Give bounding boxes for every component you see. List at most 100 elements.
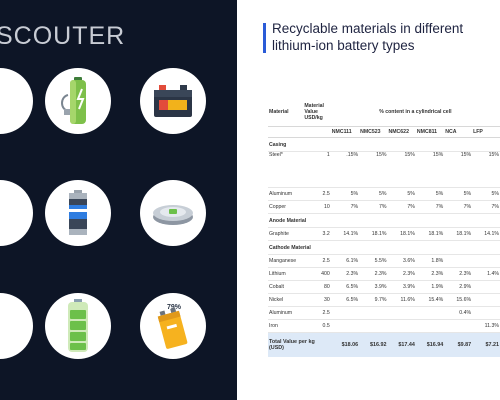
percent-cell bbox=[330, 319, 360, 333]
material-value: 2.5 bbox=[303, 306, 331, 320]
chem-header: NMC622 bbox=[387, 126, 416, 138]
title-accent-bar bbox=[263, 23, 266, 53]
partial-circle-icon bbox=[0, 180, 33, 246]
material-label: Copper bbox=[268, 200, 304, 214]
percent-cell bbox=[472, 280, 500, 294]
percent-cell bbox=[472, 254, 500, 268]
percent-cell bbox=[472, 306, 500, 320]
material-label: Lithium bbox=[268, 267, 304, 281]
material-value: 2.5 bbox=[303, 254, 331, 268]
percent-cell bbox=[330, 306, 360, 320]
percent-cell: 2.3% bbox=[330, 267, 360, 281]
section-row: Casing bbox=[268, 137, 500, 152]
table-row: Iron 0.5 11.3% bbox=[268, 319, 500, 333]
percent-cell: 1.9% bbox=[415, 280, 445, 294]
material-label: Aluminum bbox=[268, 187, 304, 201]
percent-cell: 7% bbox=[472, 200, 500, 214]
percent-cell: 5% bbox=[415, 187, 445, 201]
left-panel: SCOUTER bbox=[0, 0, 237, 400]
chem-header: NMC523 bbox=[359, 126, 388, 138]
material-value: 80 bbox=[303, 280, 331, 294]
material-value: 1 bbox=[303, 151, 331, 188]
percent-cell: 5% bbox=[444, 187, 473, 201]
table-row: Copper 10 7% 7% 7% 7% 7% 7% bbox=[268, 200, 500, 214]
percent-cell: 7% bbox=[387, 200, 416, 214]
percent-cell: 6.5% bbox=[330, 293, 360, 307]
material-value: 0.5 bbox=[303, 319, 331, 333]
percent-cell: 15% bbox=[472, 151, 500, 188]
section-label: Casing bbox=[268, 137, 500, 152]
percent-cell: 2.3% bbox=[387, 267, 416, 281]
percent-cell bbox=[359, 319, 388, 333]
percent-cell: 7% bbox=[359, 200, 388, 214]
percent-cell: 6.1% bbox=[330, 254, 360, 268]
materials-table: Material Material Value USD/kg % content… bbox=[268, 98, 500, 357]
percent-cell: 2.9% bbox=[444, 280, 473, 294]
percent-cell: 9.7% bbox=[359, 293, 388, 307]
material-label: Manganese bbox=[268, 254, 304, 268]
percent-cell: 5.5% bbox=[359, 254, 388, 268]
article-title: Recyclable materials in different lithiu… bbox=[272, 21, 464, 53]
material-value: 400 bbox=[303, 267, 331, 281]
section-row: Anode Material bbox=[268, 213, 500, 228]
coin-cell-icon bbox=[140, 180, 206, 246]
percent-cell: 18.1% bbox=[387, 227, 416, 241]
total-cell: $9.87 bbox=[444, 332, 473, 357]
percent-cell: 2.3% bbox=[444, 267, 473, 281]
percent-cell: 15% bbox=[415, 151, 445, 188]
percent-cell: 2.3% bbox=[359, 267, 388, 281]
total-row: Total Value per kg (USD) $18.06 $16.92 $17.… bbox=[268, 332, 500, 357]
percent-cell: 5% bbox=[330, 187, 360, 201]
article-panel: Recyclable materials in different lithiu… bbox=[237, 0, 500, 400]
table-row: Aluminum 2.5 5% 5% 5% 5% 5% 5% bbox=[268, 187, 500, 201]
percent-cell: 11.6% bbox=[387, 293, 416, 307]
battery-plug-icon bbox=[45, 68, 111, 134]
percent-cell: 3.6% bbox=[387, 254, 416, 268]
chem-header: NCA bbox=[444, 126, 473, 138]
percent-cell: 15.6% bbox=[444, 293, 473, 307]
material-label: Cobalt bbox=[268, 280, 304, 294]
section-row: Cathode Material bbox=[268, 240, 500, 255]
percent-cell: 18.1% bbox=[359, 227, 388, 241]
table-row: Cobalt 80 6.5% 3.9% 3.9% 1.9% 2.9% bbox=[268, 280, 500, 294]
chem-header: NMC811 bbox=[415, 126, 445, 138]
table-row: Graphite 3.2 14.1% 18.1% 18.1% 18.1% 18.1% 14.1… bbox=[268, 227, 500, 241]
material-value: 2.5 bbox=[303, 187, 331, 201]
percent-cell: 7% bbox=[415, 200, 445, 214]
cylindrical-cell-icon bbox=[45, 180, 111, 246]
percent-cell: 5% bbox=[359, 187, 388, 201]
total-cell: $16.92 bbox=[359, 332, 388, 357]
svg-text:79%: 79% bbox=[167, 304, 182, 311]
material-label: Graphite bbox=[268, 227, 304, 241]
chem-header: LFP bbox=[472, 126, 500, 138]
percent-cell bbox=[359, 306, 388, 320]
percent-cell bbox=[387, 306, 416, 320]
percent-cell: 18.1% bbox=[444, 227, 473, 241]
percent-cell: 14.1% bbox=[330, 227, 360, 241]
percent-cell bbox=[472, 293, 500, 307]
table-row: Aluminum 2.5 0.4% bbox=[268, 306, 500, 320]
material-label: Nickel bbox=[268, 293, 304, 307]
table-row: Manganese 2.5 6.1% 5.5% 3.6% 1.8% bbox=[268, 254, 500, 268]
total-cell: $17.44 bbox=[387, 332, 416, 357]
table-row: Steel* 1.15% 15% 15% 15% 15% 15% bbox=[268, 151, 500, 188]
charging-battery-icon bbox=[45, 293, 111, 359]
total-cell: $16.94 bbox=[415, 332, 445, 357]
percent-cell: 0.4% bbox=[444, 306, 473, 320]
car-battery-icon bbox=[140, 68, 206, 134]
total-cell: $7.21 bbox=[472, 332, 500, 357]
percent-cell bbox=[415, 306, 445, 320]
material-value: 30 bbox=[303, 293, 331, 307]
percent-cell: 1.4% bbox=[472, 267, 500, 281]
percent-cell: .15% bbox=[330, 151, 360, 188]
total-label: Total Value per kg (USD) bbox=[268, 332, 331, 357]
percent-cell: 7% bbox=[444, 200, 473, 214]
material-label: Steel* bbox=[268, 151, 304, 188]
percent-cell: 3.9% bbox=[387, 280, 416, 294]
percent-cell: 15% bbox=[387, 151, 416, 188]
percent-cell: 6.5% bbox=[330, 280, 360, 294]
battery-pack-icon: 79% bbox=[140, 293, 206, 359]
percent-cell: 1.8% bbox=[415, 254, 445, 268]
material-value: 3.2 bbox=[303, 227, 331, 241]
percent-cell: 15% bbox=[359, 151, 388, 188]
